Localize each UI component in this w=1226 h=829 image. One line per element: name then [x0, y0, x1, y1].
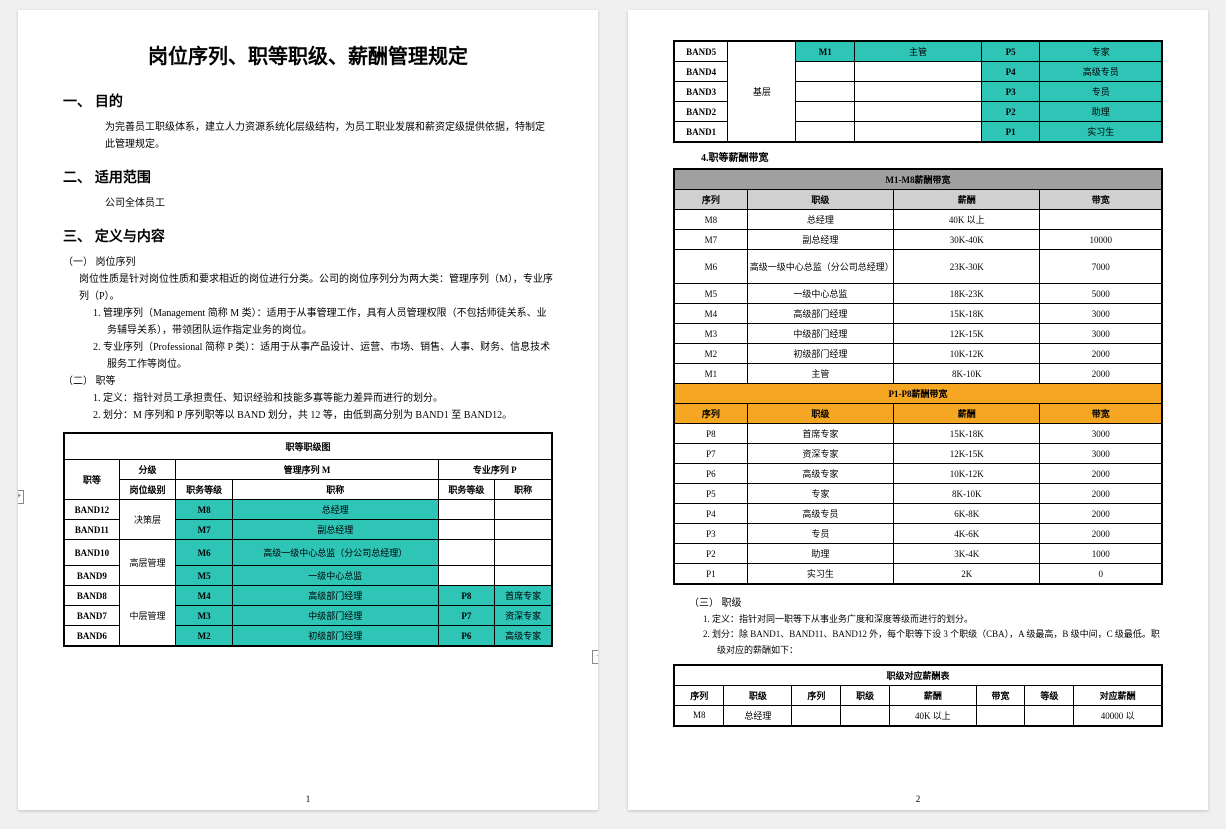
doc-title: 岗位序列、职等职级、薪酬管理规定 — [63, 40, 553, 69]
table-row: M3中级部门经理12K-15K3000 — [674, 324, 1162, 344]
subsection-a-heading: （一） 岗位序列 — [63, 254, 553, 271]
table-row: P3专员4K-6K2000 — [674, 524, 1162, 544]
table-row: P8首席专家15K-18K3000 — [674, 424, 1162, 444]
page-2: BAND5 基层 M1 主管 P5 专家 BAND4 P4 高级专员 BAND3… — [628, 10, 1208, 810]
table-row: BAND8 中层管理 M4 高级部门经理 P8 首席专家 — [64, 586, 552, 606]
section-scope-text: 公司全体员工 — [105, 195, 553, 212]
list-item-a1: 1. 管理序列（Management 简称 M 类）：适用于从事管理工作，具有人… — [93, 305, 553, 339]
page-number: 1 — [18, 794, 598, 804]
table-row: M7副总经理30K-40K10000 — [674, 230, 1162, 250]
table-title: 职等职级图 — [64, 433, 552, 460]
section-purpose-text: 为完善员工职级体系，建立人力资源系统化层级结构，为员工职业发展和薪资定级提供依据… — [105, 119, 553, 153]
table-row: BAND10 高层管理 M6 高级一级中心总监（分公司总经理） — [64, 540, 552, 566]
list-item-a2: 2. 专业序列（Professional 简称 P 类）：适用于从事产品设计、运… — [93, 339, 553, 373]
col-band: 职等 — [64, 460, 119, 500]
table-row: M4高级部门经理15K-18K3000 — [674, 304, 1162, 324]
subsection-b-heading: （二） 职等 — [63, 373, 553, 390]
table-row: BAND12 决策层 M8 总经理 — [64, 500, 552, 520]
table-row: BAND5 基层 M1 主管 P5 专家 — [674, 41, 1162, 62]
table-row: P2助理3K-4K1000 — [674, 544, 1162, 564]
table-row: P6高级专家10K-12K2000 — [674, 464, 1162, 484]
table-row: M6高级一级中心总监（分公司总经理）23K-30K7000 — [674, 250, 1162, 284]
band-grade-table: 职等职级图 职等 分级 管理序列 M 专业序列 P 岗位级别 职务等级 职称 职… — [63, 432, 553, 647]
col-mgmt: 管理序列 M — [176, 460, 438, 480]
list-item-b1: 1. 定义：指针对员工承担责任、知识经验和技能多寡等能力差异而进行的划分。 — [93, 390, 553, 407]
band-grade-table-cont: BAND5 基层 M1 主管 P5 专家 BAND4 P4 高级专员 BAND3… — [673, 40, 1163, 143]
salary-band-caption: 4.职等薪酬带宽 — [701, 149, 1163, 164]
page-number: 2 — [628, 794, 1208, 804]
table-row: M8 总经理 40K 以上 40000 以 — [674, 705, 1162, 726]
table-row: P7资深专家12K-15K3000 — [674, 444, 1162, 464]
list-item-b2: 2. 划分：M 序列和 P 序列职等以 BAND 划分，共 12 等，由低到高分… — [93, 407, 553, 424]
page-1: ✥ + 岗位序列、职等职级、薪酬管理规定 一、 目的 为完善员工职级体系，建立人… — [18, 10, 598, 810]
table-c-title: 职级对应薪酬表 — [674, 665, 1162, 686]
anchor-icon: + — [592, 650, 598, 664]
col-jobname: 职称 — [232, 480, 438, 500]
table-row: P5专家8K-10K2000 — [674, 484, 1162, 504]
table-row: M5一级中心总监18K-23K5000 — [674, 284, 1162, 304]
section-purpose-heading: 一、 目的 — [63, 91, 553, 111]
table-row: M1主管8K-10K2000 — [674, 364, 1162, 384]
anchor-icon: ✥ — [18, 490, 24, 504]
section-def-heading: 三、 定义与内容 — [63, 226, 553, 246]
subsection-c-p1: 1. 定义：指针对同一职等下从事业务广度和深度等级而进行的划分。 — [703, 612, 1163, 627]
subsection-c-heading: （三） 职级 — [689, 595, 1163, 612]
col-prof: 专业序列 P — [438, 460, 552, 480]
table-row: P4高级专员6K-8K2000 — [674, 504, 1162, 524]
col-jobgrade: 职务等级 — [176, 480, 233, 500]
col-jobgrade-p: 职务等级 — [438, 480, 495, 500]
grade-salary-table: 职级对应薪酬表 序列 职级 序列 职级 薪酬 带宽 等级 对应薪酬 M8 总经理… — [673, 664, 1163, 727]
table-row: M2初级部门经理10K-12K2000 — [674, 344, 1162, 364]
p-band-title: P1-P8薪酬带宽 — [674, 384, 1162, 404]
table-row: M8总经理40K 以上 — [674, 210, 1162, 230]
col-level: 岗位级别 — [119, 480, 176, 500]
section-scope-heading: 二、 适用范围 — [63, 167, 553, 187]
table-row: P1实习生2K0 — [674, 564, 1162, 585]
m-band-title: M1-M8薪酬带宽 — [674, 169, 1162, 190]
subsection-a-text: 岗位性质是针对岗位性质和要求相近的岗位进行分类。公司的岗位序列分为两大类：管理序… — [79, 271, 553, 305]
col-group: 分级 — [119, 460, 176, 480]
subsection-c-p2: 2. 划分：除 BAND1、BAND11、BAND12 外，每个职等下设 3 个… — [703, 627, 1163, 658]
col-jobname-p: 职称 — [495, 480, 552, 500]
salary-band-table: M1-M8薪酬带宽 序列 职级 薪酬 带宽 M8总经理40K 以上M7副总经理3… — [673, 168, 1163, 585]
